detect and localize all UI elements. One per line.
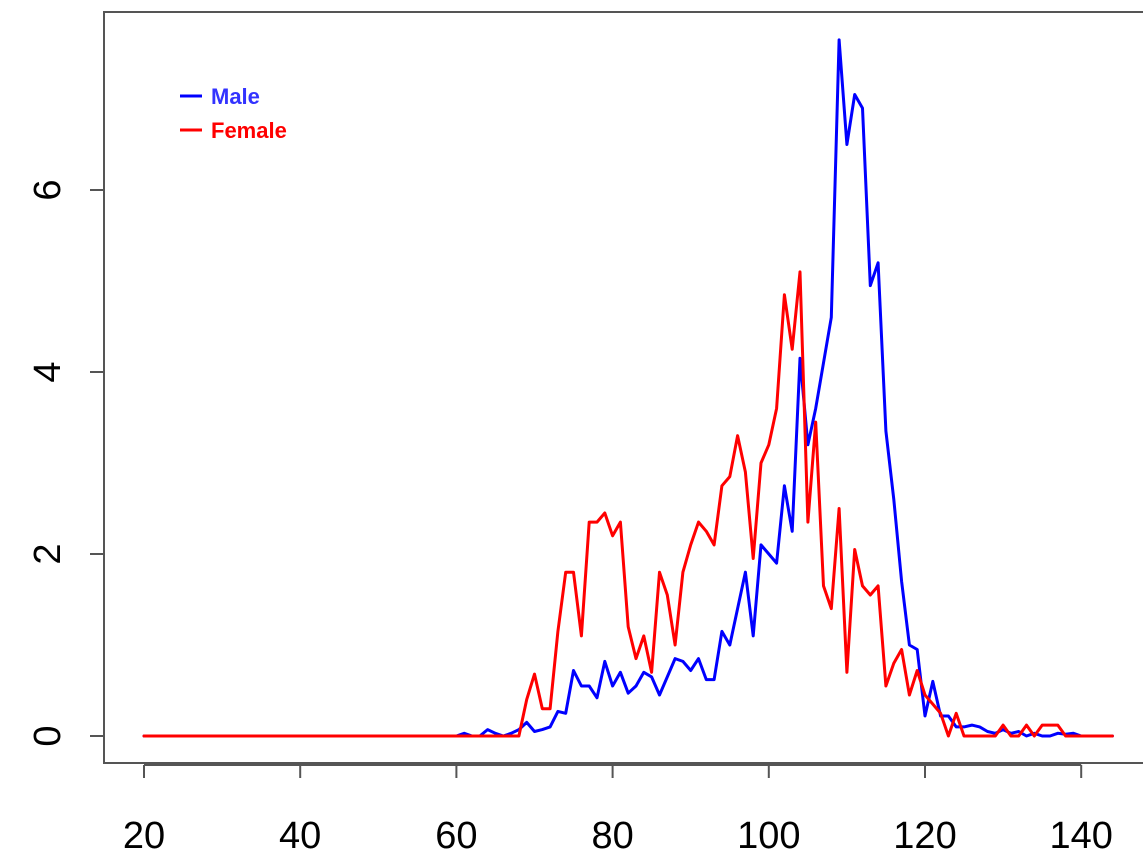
x-tick-label: 120 <box>893 815 956 857</box>
axes: 20 40 60 80 100 120 140 0 2 4 6 <box>27 179 1113 857</box>
x-tick-label: 60 <box>435 815 477 857</box>
x-tick-label: 20 <box>123 815 165 857</box>
x-tick-label: 80 <box>591 815 633 857</box>
legend-label-male: Male <box>211 84 260 109</box>
x-tick-label: 40 <box>279 815 321 857</box>
plot-area <box>103 11 1143 764</box>
y-tick-label: 0 <box>27 725 69 746</box>
legend: Male Female <box>180 84 287 143</box>
y-tick-label: 4 <box>27 361 69 382</box>
x-tick-label: 100 <box>737 815 800 857</box>
series-line-female <box>142 270 1114 738</box>
legend-label-female: Female <box>211 118 287 143</box>
x-tick-label: 140 <box>1049 815 1112 857</box>
y-tick-label: 6 <box>27 179 69 200</box>
series-layer <box>142 38 1114 738</box>
y-tick-label: 2 <box>27 543 69 564</box>
